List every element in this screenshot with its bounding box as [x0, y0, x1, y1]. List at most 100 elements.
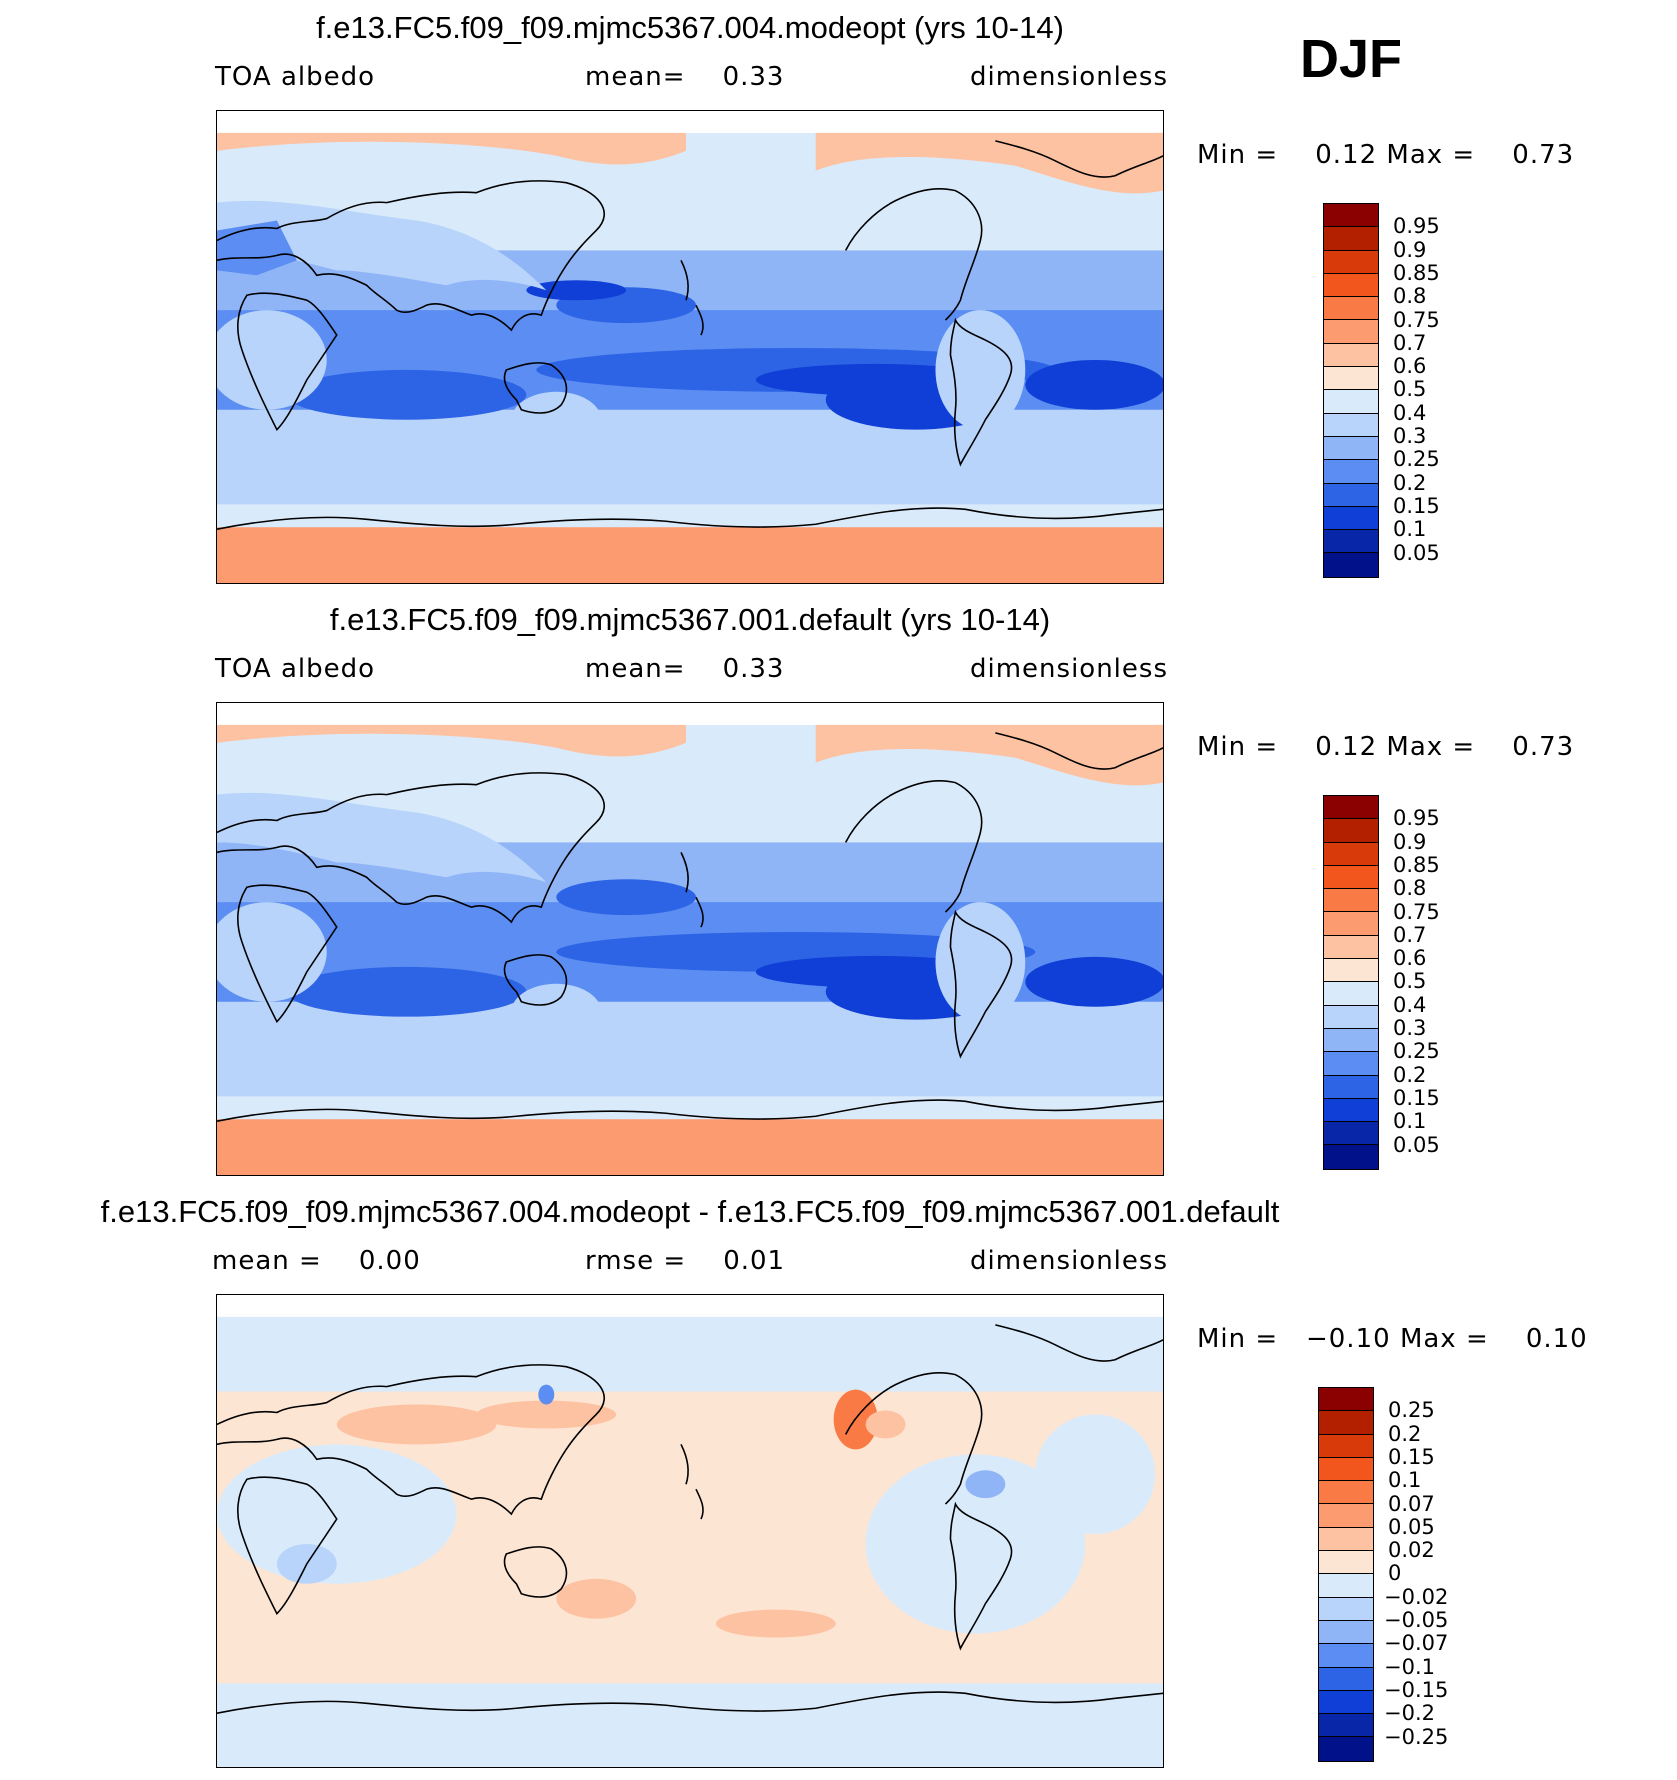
colorbar-tick-label: 0.3: [1393, 424, 1427, 448]
units-label: dimensionless: [970, 1246, 1168, 1276]
field-label: TOA albedo: [215, 654, 376, 684]
colorbar-tick-label: 0.2: [1388, 1421, 1422, 1446]
max-value: 0.10: [1525, 1324, 1588, 1354]
colorbar-tick-label: 0.1: [1393, 1109, 1427, 1134]
colorbar-swatch: [1319, 1620, 1373, 1645]
colorbar-tick-label: 0.75: [1393, 307, 1440, 332]
colorbar-tick-label: 0.15: [1393, 1085, 1440, 1110]
colorbar-swatch: [1319, 1434, 1373, 1458]
colorbar-swatch: [1324, 819, 1378, 843]
colorbar-tick-label: −0.15: [1384, 1677, 1449, 1702]
colorbar-tick-label: −0.25: [1384, 1724, 1449, 1749]
colorbar-swatch: [1324, 935, 1378, 960]
colorbar-swatch: [1324, 1075, 1378, 1099]
albedo-difference-map: [217, 1295, 1163, 1767]
colorbar-swatch: [1324, 982, 1378, 1006]
colorbar-tick-label: 0.05: [1393, 1132, 1440, 1157]
colorbar-swatch: [1324, 530, 1378, 554]
colorbar-swatch: [1324, 912, 1378, 936]
units-label: dimensionless: [970, 654, 1168, 684]
colorbar-tick-label: 0.95: [1393, 806, 1440, 831]
colorbar-tick-label: −0.05: [1384, 1608, 1449, 1632]
colorbar-swatch: [1324, 1005, 1378, 1029]
map-modeopt: [216, 110, 1164, 584]
colorbar-tick-label: 0.9: [1393, 829, 1427, 854]
colorbar-tick-label: −0.2: [1384, 1701, 1435, 1726]
colorbar-tick-label: −0.07: [1384, 1631, 1449, 1656]
colorbar-tick-label: 0.75: [1393, 899, 1440, 924]
max-value: 0.73: [1512, 140, 1575, 170]
rmse-label: rmse = 0.01: [585, 1246, 786, 1276]
colorbar-swatch: [1324, 796, 1378, 820]
max-label: Max =: [1386, 732, 1476, 762]
albedo-field-map: [217, 111, 1163, 583]
colorbar-swatch: [1319, 1597, 1373, 1621]
colorbar-swatch: [1324, 889, 1378, 913]
colorbar-tick-label: 0.15: [1393, 493, 1440, 518]
colorbar-swatch: [1324, 320, 1378, 344]
panel-default: f.e13.FC5.f09_f09.mjmc5367.001.default (…: [0, 592, 1677, 1184]
colorbar-tick-label: 0.15: [1388, 1444, 1435, 1469]
colorbar-swatch: [1324, 390, 1378, 414]
colorbar-tick-label: 0.2: [1393, 1062, 1427, 1087]
colorbar-swatch: [1319, 1574, 1373, 1598]
colorbar-tick-label: −0.02: [1384, 1584, 1449, 1609]
colorbar-tick-label: 0.02: [1388, 1538, 1435, 1563]
colorbar-swatch: [1324, 460, 1378, 484]
colorbar-swatches: [1323, 795, 1379, 1170]
colorbar-tick-label: 0.25: [1388, 1398, 1435, 1423]
colorbar-swatch: [1324, 297, 1378, 321]
colorbar-tick-label: 0.4: [1393, 400, 1427, 425]
colorbar-tick-label: −0.1: [1384, 1654, 1435, 1679]
map-difference: [216, 1294, 1164, 1768]
colorbar-tick-label: 0.95: [1393, 214, 1440, 239]
colorbar-swatch: [1324, 483, 1378, 507]
colorbar-tick-label: 0: [1388, 1561, 1402, 1586]
colorbar-swatch: [1319, 1527, 1373, 1552]
colorbar-tick-label: 0.4: [1393, 992, 1427, 1017]
colorbar-swatch: [1324, 413, 1378, 437]
panel-difference: f.e13.FC5.f09_f09.mjmc5367.004.modeopt -…: [0, 1184, 1677, 1776]
colorbar-swatches: [1323, 203, 1379, 578]
colorbar-swatch: [1324, 343, 1378, 368]
panel-modeopt: f.e13.FC5.f09_f09.mjmc5367.004.modeopt (…: [0, 0, 1677, 592]
colorbar-swatch: [1319, 1388, 1373, 1412]
colorbar-swatch: [1324, 227, 1378, 251]
min-value: 0.12: [1315, 732, 1378, 762]
max-label: Max =: [1386, 140, 1476, 170]
colorbar-swatch: [1319, 1481, 1373, 1505]
colorbar-swatch: [1319, 1714, 1373, 1738]
colorbar-swatch: [1324, 367, 1378, 391]
colorbar-tick-label: 0.7: [1393, 330, 1427, 355]
max-value: 0.73: [1512, 732, 1575, 762]
min-max-readout: Min = 0.12 Max = 0.73: [1197, 140, 1574, 170]
map-default: [216, 702, 1164, 1176]
colorbar-tick-label: 0.85: [1393, 260, 1440, 285]
colorbar-tick-label: 0.9: [1393, 237, 1427, 262]
max-label: Max =: [1399, 1324, 1489, 1354]
colorbar-tick-label: 0.85: [1393, 852, 1440, 877]
colorbar-swatch: [1324, 1145, 1378, 1169]
colorbar-swatch: [1324, 865, 1378, 890]
colorbar-tick-label: 0.5: [1393, 377, 1427, 402]
colorbar-tick-label: 0.7: [1393, 922, 1427, 947]
min-max-readout: Min = 0.12 Max = 0.73: [1197, 732, 1574, 762]
colorbar-swatch: [1324, 506, 1378, 531]
colorbar-swatch: [1319, 1504, 1373, 1528]
min-label: Min =: [1197, 732, 1279, 762]
colorbar-swatch: [1324, 1028, 1378, 1053]
colorbar-tick-label: 0.25: [1393, 1039, 1440, 1064]
colorbar-tick-label: 0.2: [1393, 470, 1427, 495]
colorbar-tick-label: 0.05: [1393, 540, 1440, 565]
colorbar-tick-label: 0.6: [1393, 354, 1427, 379]
colorbar-swatch: [1324, 273, 1378, 298]
colorbar-tick-label: 0.25: [1393, 447, 1440, 472]
colorbar-swatch: [1319, 1457, 1373, 1482]
colorbar-swatch: [1319, 1737, 1373, 1761]
season-label: DJF: [1300, 29, 1403, 89]
mean-label: mean= 0.33: [585, 62, 785, 92]
colorbar-swatch: [1324, 959, 1378, 983]
mean-label: mean = 0.00: [212, 1246, 421, 1276]
colorbar-tick-label: 0.1: [1388, 1468, 1422, 1493]
mean-label: mean= 0.33: [585, 654, 785, 684]
